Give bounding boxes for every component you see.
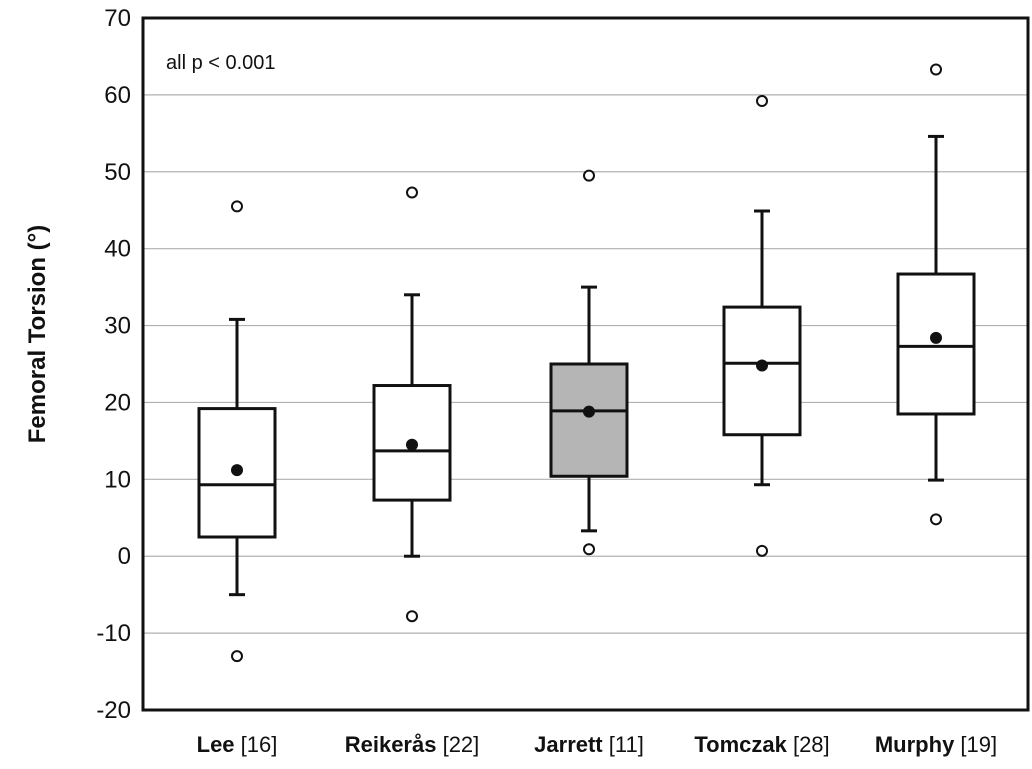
y-tick-label: 40 — [104, 236, 131, 263]
outlier-point — [930, 63, 942, 76]
x-axis-category-labels: Lee [16] Reikerås [22] Jarrett [11] Tomczak… — [197, 732, 998, 757]
y-tick-label: -20 — [96, 697, 131, 724]
y-tick-label: 10 — [104, 466, 131, 493]
category-reference: [16] — [235, 732, 278, 757]
category-reference: [11] — [603, 732, 644, 757]
box-lee — [197, 200, 277, 663]
outlier-point — [930, 513, 942, 526]
y-tick-label: -10 — [96, 620, 131, 647]
mean-marker — [756, 359, 768, 372]
box-tomczak — [722, 95, 802, 557]
box-jarrett — [549, 169, 629, 556]
outlier-point — [406, 610, 418, 623]
box-murphy — [896, 63, 976, 526]
x-category-label: Murphy [19] — [875, 732, 997, 757]
mean-marker — [406, 438, 418, 451]
outlier-point — [583, 169, 595, 182]
y-tick-label: 50 — [104, 159, 131, 186]
category-name: Jarrett — [534, 732, 603, 757]
mean-marker — [231, 464, 243, 477]
significance-annotation: all p < 0.001 — [166, 52, 276, 74]
mean-marker — [930, 331, 942, 344]
outlier-point — [231, 650, 243, 663]
category-name: Reikerås — [345, 732, 437, 757]
y-tick-label: 30 — [104, 313, 131, 340]
y-tick-label: 60 — [104, 82, 131, 109]
boxes — [197, 63, 976, 663]
mean-marker — [583, 405, 595, 418]
iqr-box — [896, 272, 976, 416]
outlier-point — [756, 544, 768, 557]
outlier-point — [231, 200, 243, 213]
x-category-label: Reikerås [22] — [345, 732, 480, 757]
category-reference: [22] — [436, 732, 479, 757]
category-reference: [28] — [787, 732, 830, 757]
x-category-label: Jarrett [11] — [534, 732, 644, 757]
outlier-point — [756, 95, 768, 108]
y-axis-label: Femoral Torsion (°) — [24, 225, 51, 444]
category-name: Lee — [197, 732, 235, 757]
outlier-point — [583, 543, 595, 556]
y-axis-ticks: -20 -10 0 10 20 30 40 50 60 70 — [96, 5, 131, 724]
box-reikers — [372, 186, 452, 623]
category-name: Tomczak — [694, 732, 787, 757]
y-tick-label: 20 — [104, 389, 131, 416]
y-tick-label: 0 — [118, 543, 131, 570]
iqr-box — [549, 362, 629, 478]
y-tick-label: 70 — [104, 5, 131, 32]
plot-frame — [141, 16, 1030, 712]
x-category-label: Tomczak [28] — [694, 732, 829, 757]
outlier-point — [406, 186, 418, 199]
gridlines — [143, 94, 1028, 634]
category-reference: [19] — [954, 732, 997, 757]
x-category-label: Lee [16] — [197, 732, 278, 757]
category-name: Murphy — [875, 732, 955, 757]
